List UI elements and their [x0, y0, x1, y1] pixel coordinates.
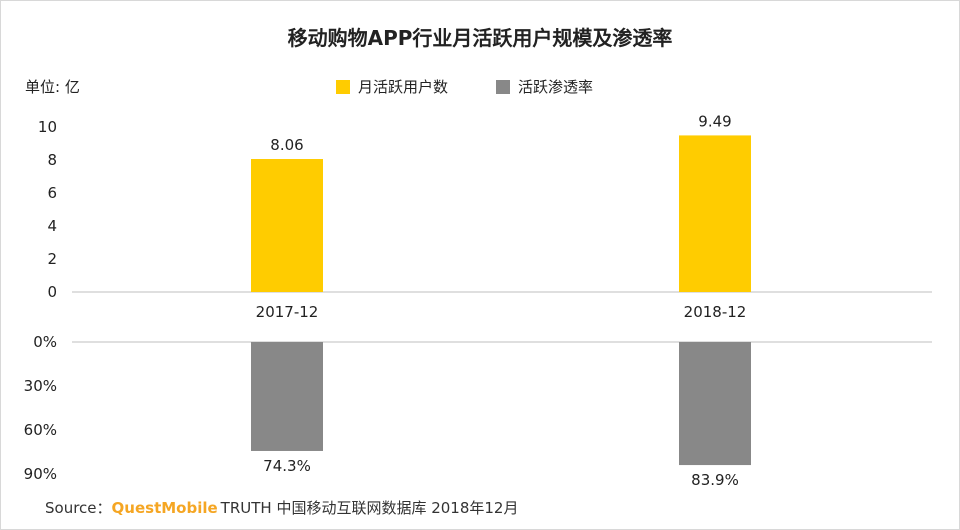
x-tick-label: 2017-12 — [256, 303, 319, 321]
y-tick-label-bottom: 90% — [24, 465, 57, 483]
legend-label-mau: 月活跃用户数 — [358, 78, 449, 96]
y-tick-label-bottom: 30% — [24, 377, 57, 395]
legend-item-mau: 月活跃用户数 — [336, 76, 448, 97]
y-tick-label-top: 4 — [47, 217, 57, 235]
chart-title: 移动购物APP行业月活跃用户规模及渗透率 — [287, 26, 673, 50]
unit-label: 单位: 亿 — [25, 78, 80, 96]
source-prefix: Source： — [45, 499, 112, 517]
y-tick-label-bottom: 60% — [24, 421, 57, 439]
data-label-mau: 9.49 — [698, 112, 731, 130]
legend-label-penetration: 活跃渗透率 — [518, 78, 594, 96]
legend-swatch-penetration — [496, 79, 510, 94]
bar-penetration — [251, 342, 323, 451]
bar-penetration — [679, 342, 751, 466]
y-tick-label-bottom: 0% — [33, 333, 57, 351]
y-tick-label-top: 6 — [47, 184, 57, 202]
x-tick-label: 2018-12 — [684, 303, 747, 321]
y-tick-label-top: 2 — [47, 250, 57, 268]
data-label-mau: 8.06 — [270, 136, 303, 154]
bar-mau — [251, 159, 323, 292]
source-note: Source：QuestMobile TRUTH 中国移动互联网数据库 2018年… — [45, 497, 518, 518]
bar-mau — [679, 135, 751, 292]
legend-item-penetration: 活跃渗透率 — [496, 76, 593, 97]
y-tick-label-top: 10 — [38, 118, 57, 136]
data-label-penetration: 74.3% — [263, 457, 311, 475]
y-tick-label-top: 8 — [47, 151, 57, 169]
source-brand: QuestMobile — [111, 499, 218, 517]
y-tick-label-top: 0 — [47, 283, 57, 301]
legend-swatch-mau — [336, 79, 350, 94]
data-label-penetration: 83.9% — [691, 471, 739, 489]
source-text: TRUTH 中国移动互联网数据库 2018年12月 — [220, 499, 519, 517]
